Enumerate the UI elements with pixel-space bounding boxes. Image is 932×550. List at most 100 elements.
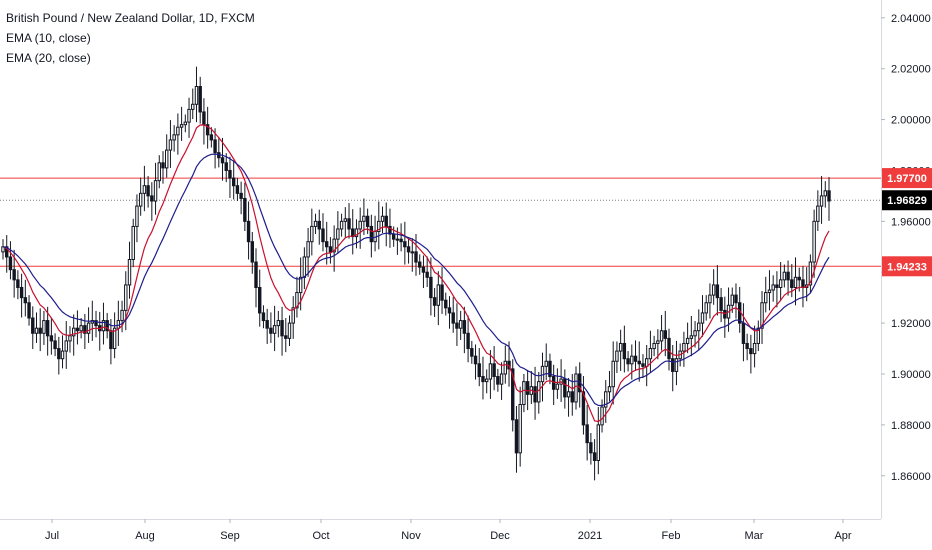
candle	[220, 137, 225, 181]
candle	[425, 256, 429, 287]
candle	[19, 273, 24, 318]
x-tick-label: 2021	[578, 530, 602, 542]
candle-body-down	[622, 342, 627, 360]
candle-body-up	[522, 381, 526, 406]
candle	[231, 160, 236, 200]
candle-body-up	[291, 307, 295, 324]
candle	[86, 307, 91, 343]
candle	[168, 120, 173, 168]
candle	[630, 344, 634, 380]
candle	[53, 333, 57, 357]
candle	[142, 165, 147, 212]
candle	[559, 359, 563, 402]
candle	[827, 177, 831, 221]
candle-body-down	[83, 325, 87, 334]
candle-body-down	[429, 276, 433, 299]
candle-body-up	[752, 342, 757, 355]
candle	[540, 352, 545, 402]
candle-body-down	[447, 307, 452, 314]
candle-body-up	[611, 360, 615, 388]
candle-body-down	[790, 279, 794, 288]
candle	[786, 260, 790, 296]
candle-body-down	[671, 358, 675, 372]
candle-body-down	[481, 376, 485, 383]
candle-body-down	[667, 337, 671, 360]
candle-body-up	[183, 121, 188, 126]
candle-body-down	[570, 391, 574, 403]
candle	[57, 336, 61, 375]
candle	[793, 257, 798, 306]
level-badge-bg	[882, 168, 932, 189]
candle-body-down	[205, 124, 210, 136]
candle	[674, 340, 679, 386]
candle	[451, 297, 455, 333]
candle	[819, 176, 824, 224]
candle	[64, 321, 68, 369]
candle-body-up	[518, 404, 522, 454]
horizontal-levels[interactable]	[0, 177, 881, 267]
y-tick-label: 1.86000	[891, 471, 931, 483]
level-badge-bg	[882, 256, 932, 277]
candle-body-down	[440, 284, 444, 301]
candle-body-down	[399, 238, 403, 243]
candle-body-up	[34, 327, 39, 334]
candle-body-up	[377, 220, 381, 233]
candle	[60, 335, 65, 369]
candle-body-down	[551, 376, 556, 390]
candle	[172, 125, 176, 152]
candle-body-down	[231, 177, 236, 187]
candle-body-down	[202, 111, 206, 126]
candle-body-up	[71, 327, 76, 337]
candle	[165, 134, 169, 178]
candle-body-down	[592, 452, 597, 461]
candle	[816, 190, 820, 232]
candle-body-up	[64, 340, 68, 352]
candle	[711, 269, 716, 305]
candle-body-up	[574, 373, 578, 403]
candle-body-down	[265, 320, 269, 329]
candle	[637, 341, 641, 382]
candle	[514, 406, 519, 473]
candle	[823, 181, 827, 208]
candle	[310, 208, 314, 256]
x-tick-label: Apr	[834, 530, 851, 542]
candle	[444, 292, 448, 316]
candle	[522, 373, 526, 413]
candle-body-down	[246, 220, 251, 243]
candle	[157, 155, 161, 189]
candle-body-up	[194, 86, 199, 105]
candle-body-down	[347, 218, 351, 230]
candle-body-down	[715, 284, 720, 299]
candle	[752, 325, 757, 368]
candle-body-down	[421, 266, 426, 273]
candle-body-up	[42, 320, 46, 334]
candle-body-up	[767, 289, 772, 294]
candle	[98, 311, 102, 351]
candle-body-up	[191, 103, 195, 110]
candle-body-up	[157, 162, 161, 182]
x-tick-label: Jul	[45, 530, 59, 542]
candle	[492, 346, 496, 391]
candle-body-up	[604, 391, 608, 408]
candle	[261, 305, 266, 329]
candle	[94, 310, 98, 338]
candle	[68, 326, 72, 353]
candle-body-up	[138, 192, 143, 207]
ema-20-legend: EMA (20, close)	[6, 51, 91, 65]
candle-body-up	[165, 149, 169, 169]
x-tick-label: Feb	[662, 530, 681, 542]
candle	[351, 209, 355, 255]
candle-body-up	[112, 327, 117, 350]
candle	[239, 181, 243, 215]
x-tick-label: Mar	[745, 530, 764, 542]
candle	[161, 151, 165, 184]
candle-body-up	[276, 320, 281, 327]
candle	[306, 227, 310, 277]
candle	[741, 303, 746, 362]
candle	[254, 248, 258, 308]
candle-body-up	[168, 139, 173, 151]
candle	[176, 113, 180, 155]
candle-body-up	[682, 342, 686, 352]
candle-body-up	[778, 279, 783, 288]
